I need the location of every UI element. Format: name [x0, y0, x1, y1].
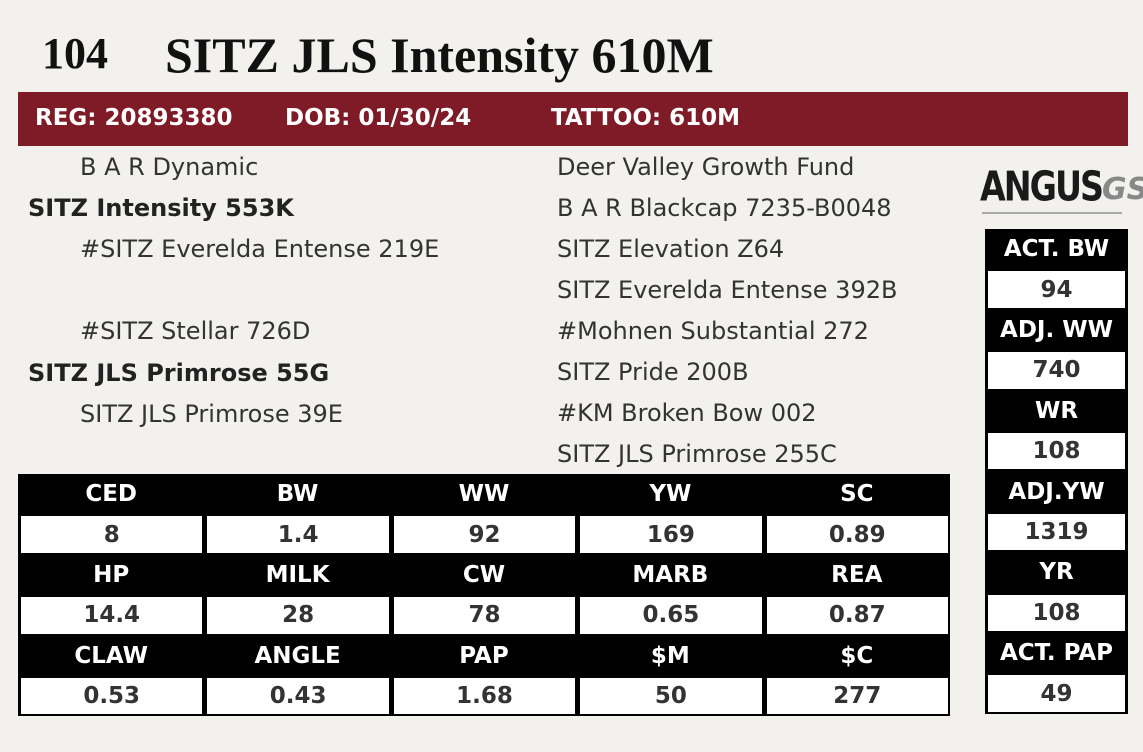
table-background — [18, 474, 950, 717]
side-background — [985, 229, 1128, 714]
stat-label: ACT. BW — [1003, 236, 1110, 263]
epd-value: 28 — [207, 597, 389, 634]
stat-label: ADJ.YW — [1008, 478, 1105, 505]
pedigree-entry: SITZ Everelda Entense 392B — [557, 276, 898, 304]
epd-value: 14.4 — [21, 597, 203, 634]
stat-value: 94 — [988, 271, 1125, 308]
epd-value: 78 — [393, 597, 576, 634]
id-bar: REG: 20893380 DOB: 01/30/24 TATTOO: 610M — [18, 92, 1128, 146]
epd-label: ANGLE — [254, 642, 341, 669]
pedigree-entry: B A R Dynamic — [80, 153, 259, 181]
epd-label: $M — [650, 642, 690, 669]
stat-value: 49 — [988, 675, 1125, 712]
logo-suffix: GS — [1101, 172, 1143, 207]
epd-value: 277 — [766, 678, 948, 715]
epd-value: 0.43 — [207, 678, 389, 715]
stat-label: ADJ. WW — [1000, 316, 1113, 343]
pedigree-entry: #KM Broken Bow 002 — [557, 399, 817, 427]
epd-label: REA — [831, 561, 883, 588]
logo: ANGUSGS — [980, 162, 1143, 222]
epd-label: YW — [649, 481, 692, 508]
epd-label: WW — [458, 481, 510, 508]
epd-value: 0.53 — [21, 678, 203, 715]
epd-label: CED — [85, 481, 138, 508]
pedigree-entry: SITZ JLS Primrose 255C — [557, 440, 837, 468]
pedigree-entry: Deer Valley Growth Fund — [557, 153, 855, 181]
epd-label: BW — [276, 481, 319, 508]
epd-value: 0.87 — [766, 597, 948, 634]
epd-label: CLAW — [74, 642, 149, 669]
pedigree-entry: B A R Blackcap 7235-B0048 — [557, 194, 892, 222]
pedigree-entry: SITZ JLS Primrose 39E — [80, 400, 343, 428]
stat-value: 740 — [988, 352, 1125, 389]
epd-value: 1.4 — [207, 516, 389, 553]
epd-label: SC — [840, 481, 874, 508]
epd-value: 0.89 — [766, 516, 948, 553]
animal-name: SITZ JLS Intensity 610M — [165, 27, 714, 83]
epd-label: MARB — [632, 561, 709, 588]
stat-value: 1319 — [988, 513, 1125, 551]
dob: DOB: 01/30/24 — [285, 105, 472, 131]
epd-label: PAP — [459, 642, 509, 669]
logo-tagline — [982, 212, 1122, 214]
stat-label: ACT. PAP — [999, 640, 1114, 667]
dam: SITZ JLS Primrose 55G — [28, 359, 330, 387]
epd-value: 1.68 — [393, 678, 576, 715]
epd-value: 0.65 — [580, 597, 762, 634]
epd-label: HP — [93, 561, 130, 588]
stat-label: WR — [1034, 397, 1079, 424]
pedigree-entry: #Mohnen Substantial 272 — [557, 317, 869, 345]
logo-text: ANGUS — [980, 162, 1104, 211]
epd-value: 50 — [580, 678, 762, 715]
pedigree-entry: SITZ Elevation Z64 — [557, 235, 785, 263]
stat-label: YR — [1039, 559, 1074, 586]
epd-label: $C — [840, 642, 874, 669]
epd-label: CW — [462, 561, 506, 588]
epd-value: 169 — [580, 516, 762, 553]
epd-value: 92 — [393, 516, 576, 553]
reg: REG: 20893380 — [35, 105, 233, 131]
stat-value: 108 — [988, 433, 1125, 470]
tattoo: TATTOO: 610M — [551, 105, 741, 131]
pedigree-entry: #SITZ Everelda Entense 219E — [80, 235, 440, 263]
epd-label: MILK — [265, 561, 330, 588]
pedigree-entry: SITZ Pride 200B — [557, 358, 749, 386]
lot-number: 104 — [42, 29, 108, 78]
pedigree-entry: #SITZ Stellar 726D — [80, 317, 311, 345]
sire: SITZ Intensity 553K — [28, 194, 294, 222]
stat-value: 108 — [988, 594, 1125, 631]
epd-value: 8 — [21, 516, 203, 553]
